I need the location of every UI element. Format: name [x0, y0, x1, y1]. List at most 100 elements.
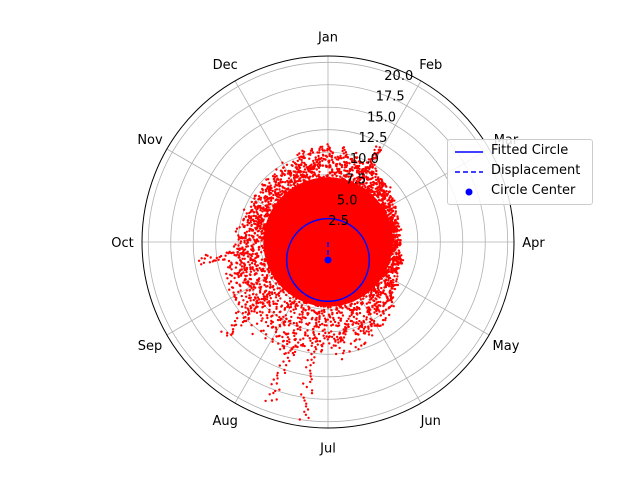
- scatter-point: [304, 171, 308, 174]
- scatter-point: [276, 195, 279, 198]
- scatter-point: [318, 170, 321, 173]
- scatter-point: [238, 301, 241, 304]
- scatter-point: [265, 187, 269, 190]
- scatter-point: [258, 219, 262, 222]
- scatter-point: [387, 279, 390, 282]
- scatter-point: [376, 192, 380, 195]
- scatter-point: [266, 243, 270, 246]
- scatter-point: [242, 225, 245, 228]
- scatter-point: [288, 297, 292, 300]
- scatter-point: [259, 191, 262, 194]
- scatter-point: [322, 314, 325, 317]
- scatter-point: [385, 300, 388, 303]
- scatter-point: [333, 301, 337, 304]
- scatter-point: [267, 178, 270, 181]
- scatter-point: [227, 259, 231, 263]
- scatter-point: [302, 165, 306, 168]
- scatter-point: [229, 264, 232, 267]
- scatter-point: [263, 228, 266, 231]
- scatter-point: [375, 301, 378, 304]
- scatter-point: [362, 327, 366, 330]
- scatter-point: [320, 350, 323, 353]
- scatter-point: [330, 330, 333, 333]
- scatter-point: [376, 295, 380, 298]
- scatter-point: [248, 234, 251, 237]
- scatter-point: [240, 324, 243, 327]
- scatter-point: [343, 341, 346, 344]
- scatter-point: [247, 316, 250, 320]
- scatter-point: [197, 259, 201, 262]
- scatter-point: [348, 169, 352, 173]
- scatter-point: [344, 306, 348, 309]
- scatter-point: [259, 301, 262, 304]
- scatter-point: [373, 148, 376, 152]
- scatter-point: [245, 268, 248, 271]
- scatter-point: [295, 173, 298, 176]
- scatter-point: [230, 333, 233, 336]
- scatter-point: [272, 300, 275, 303]
- polar-spine: [141, 55, 515, 429]
- scatter-point: [359, 161, 363, 164]
- scatter-point: [251, 259, 254, 262]
- scatter-point: [292, 296, 295, 299]
- scatter-point: [391, 203, 394, 206]
- scatter-point: [288, 291, 291, 295]
- scatter-point: [252, 288, 255, 291]
- scatter-point: [267, 248, 271, 251]
- scatter-point: [253, 197, 256, 200]
- scatter-point: [273, 173, 276, 176]
- scatter-point: [295, 291, 298, 294]
- scatter-point: [254, 205, 257, 208]
- scatter-point: [347, 323, 350, 326]
- scatter-point: [244, 215, 248, 218]
- scatter-point: [381, 318, 385, 322]
- scatter-point: [260, 268, 263, 272]
- scatter-point: [270, 291, 274, 294]
- scatter-point: [393, 287, 397, 291]
- scatter-point: [393, 230, 397, 233]
- scatter-point: [388, 229, 392, 232]
- scatter-point: [317, 332, 321, 336]
- scatter-point: [309, 298, 312, 302]
- scatter-point: [390, 226, 393, 230]
- scatter-point: [254, 222, 257, 226]
- scatter-point: [250, 248, 254, 252]
- scatter-point: [233, 253, 236, 257]
- scatter-point: [292, 176, 296, 180]
- scatter-point: [283, 320, 287, 323]
- scatter-point: [300, 161, 304, 164]
- scatter-point: [361, 183, 364, 186]
- scatter-point: [365, 161, 369, 164]
- scatter-point: [208, 261, 212, 264]
- scatter-point: [377, 308, 380, 311]
- scatter-point: [333, 337, 336, 340]
- scatter-point: [267, 197, 271, 200]
- scatter-point: [325, 324, 328, 327]
- scatter-point: [345, 153, 348, 156]
- scatter-point: [317, 326, 320, 329]
- scatter-point: [243, 266, 246, 269]
- scatter-point: [307, 349, 310, 352]
- scatter-point: [316, 178, 319, 181]
- scatter-point: [241, 312, 245, 315]
- scatter-point: [259, 196, 263, 199]
- scatter-point: [385, 273, 388, 276]
- legend-item-circle-center: Circle Center: [448, 182, 594, 202]
- scatter-point: [374, 167, 377, 170]
- scatter-point: [391, 210, 395, 213]
- scatter-point: [358, 311, 362, 315]
- scatter-point: [309, 372, 312, 375]
- scatter-point: [379, 304, 382, 307]
- scatter-point: [261, 317, 264, 320]
- theta-tick-label: Dec: [213, 58, 238, 73]
- scatter-point: [247, 215, 251, 218]
- scatter-point: [389, 253, 393, 256]
- scatter-point: [323, 317, 327, 320]
- scatter-point: [352, 299, 355, 302]
- scatter-point: [337, 178, 341, 182]
- scatter-point: [363, 342, 366, 346]
- scatter-point: [335, 335, 339, 339]
- scatter-point: [289, 288, 292, 291]
- scatter-point: [310, 352, 313, 356]
- scatter-point: [233, 295, 236, 298]
